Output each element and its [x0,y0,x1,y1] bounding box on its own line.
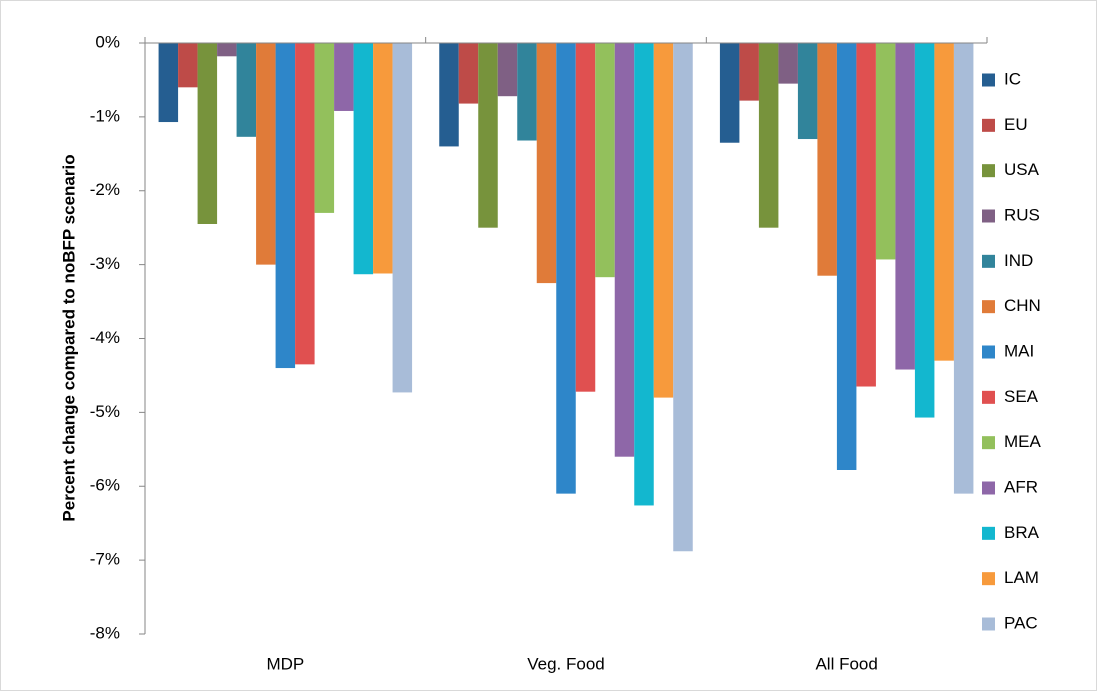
y-tick-label: -7% [90,550,120,569]
bar [634,43,654,506]
bar [197,43,218,224]
bar [158,43,179,123]
bar [914,43,935,418]
legend-swatch [982,481,995,495]
y-tick-label: -8% [90,623,120,642]
bar [575,43,596,392]
bar [536,43,557,284]
bar [797,43,818,140]
legend-swatch [982,526,995,540]
legend-label: RUS [1004,205,1040,224]
legend-swatch [982,572,995,586]
legend-swatch [982,436,995,450]
bar [256,43,276,265]
legend-label: IC [1004,69,1021,88]
legend-swatch [982,254,995,268]
x-tick-label: All Food [815,654,877,673]
y-tick-label: -2% [90,180,120,199]
bar [719,43,740,143]
bar [817,43,837,276]
y-tick-label: 0% [95,32,120,51]
bar [556,43,576,494]
bar [875,43,896,260]
bar [217,43,237,57]
y-tick-label: -1% [90,106,120,125]
y-tick-label: -4% [90,328,120,347]
bar [458,43,479,104]
bar [856,43,876,387]
bar [953,43,974,494]
bar [653,43,674,398]
bar [373,43,393,274]
bar [934,43,954,361]
legend-swatch [982,345,995,359]
y-tick-label: -6% [90,476,120,495]
bar [517,43,537,141]
legend-swatch [982,209,995,223]
bar [739,43,759,101]
bar [478,43,498,228]
x-tick-label: Veg. Food [527,654,605,673]
y-tick-label: -3% [90,254,120,273]
legend-label: BRA [1004,523,1040,542]
bar [295,43,315,365]
legend-swatch [982,118,995,132]
legend-swatch [982,164,995,178]
legend-label: AFR [1004,477,1038,496]
legend-label: MEA [1004,432,1042,451]
bar [178,43,198,88]
bar [895,43,915,370]
legend-label: USA [1004,160,1040,179]
bar [392,43,413,393]
x-tick-label: MDP [266,654,304,673]
bar [778,43,798,84]
y-axis-title: Percent change compared to noBFP scenari… [59,154,78,521]
bar [353,43,374,275]
legend-swatch [982,390,995,404]
bar [334,43,354,111]
bar [614,43,635,457]
bar [275,43,296,369]
legend-swatch [982,617,995,631]
bar [236,43,257,137]
bar [595,43,615,278]
legend-swatch [982,73,995,87]
legend-swatch [982,300,995,314]
legend-label: PAC [1004,613,1038,632]
bar [673,43,693,552]
bar [314,43,335,213]
legend-label: LAM [1004,568,1039,587]
legend-label: IND [1004,251,1033,270]
legend-label: CHN [1004,296,1041,315]
bar [439,43,459,147]
bar [758,43,779,228]
bar [497,43,518,97]
y-tick-label: -5% [90,402,120,421]
legend-label: SEA [1004,387,1039,406]
bar [836,43,857,470]
legend-label: MAI [1004,341,1034,360]
legend-label: EU [1004,115,1028,134]
